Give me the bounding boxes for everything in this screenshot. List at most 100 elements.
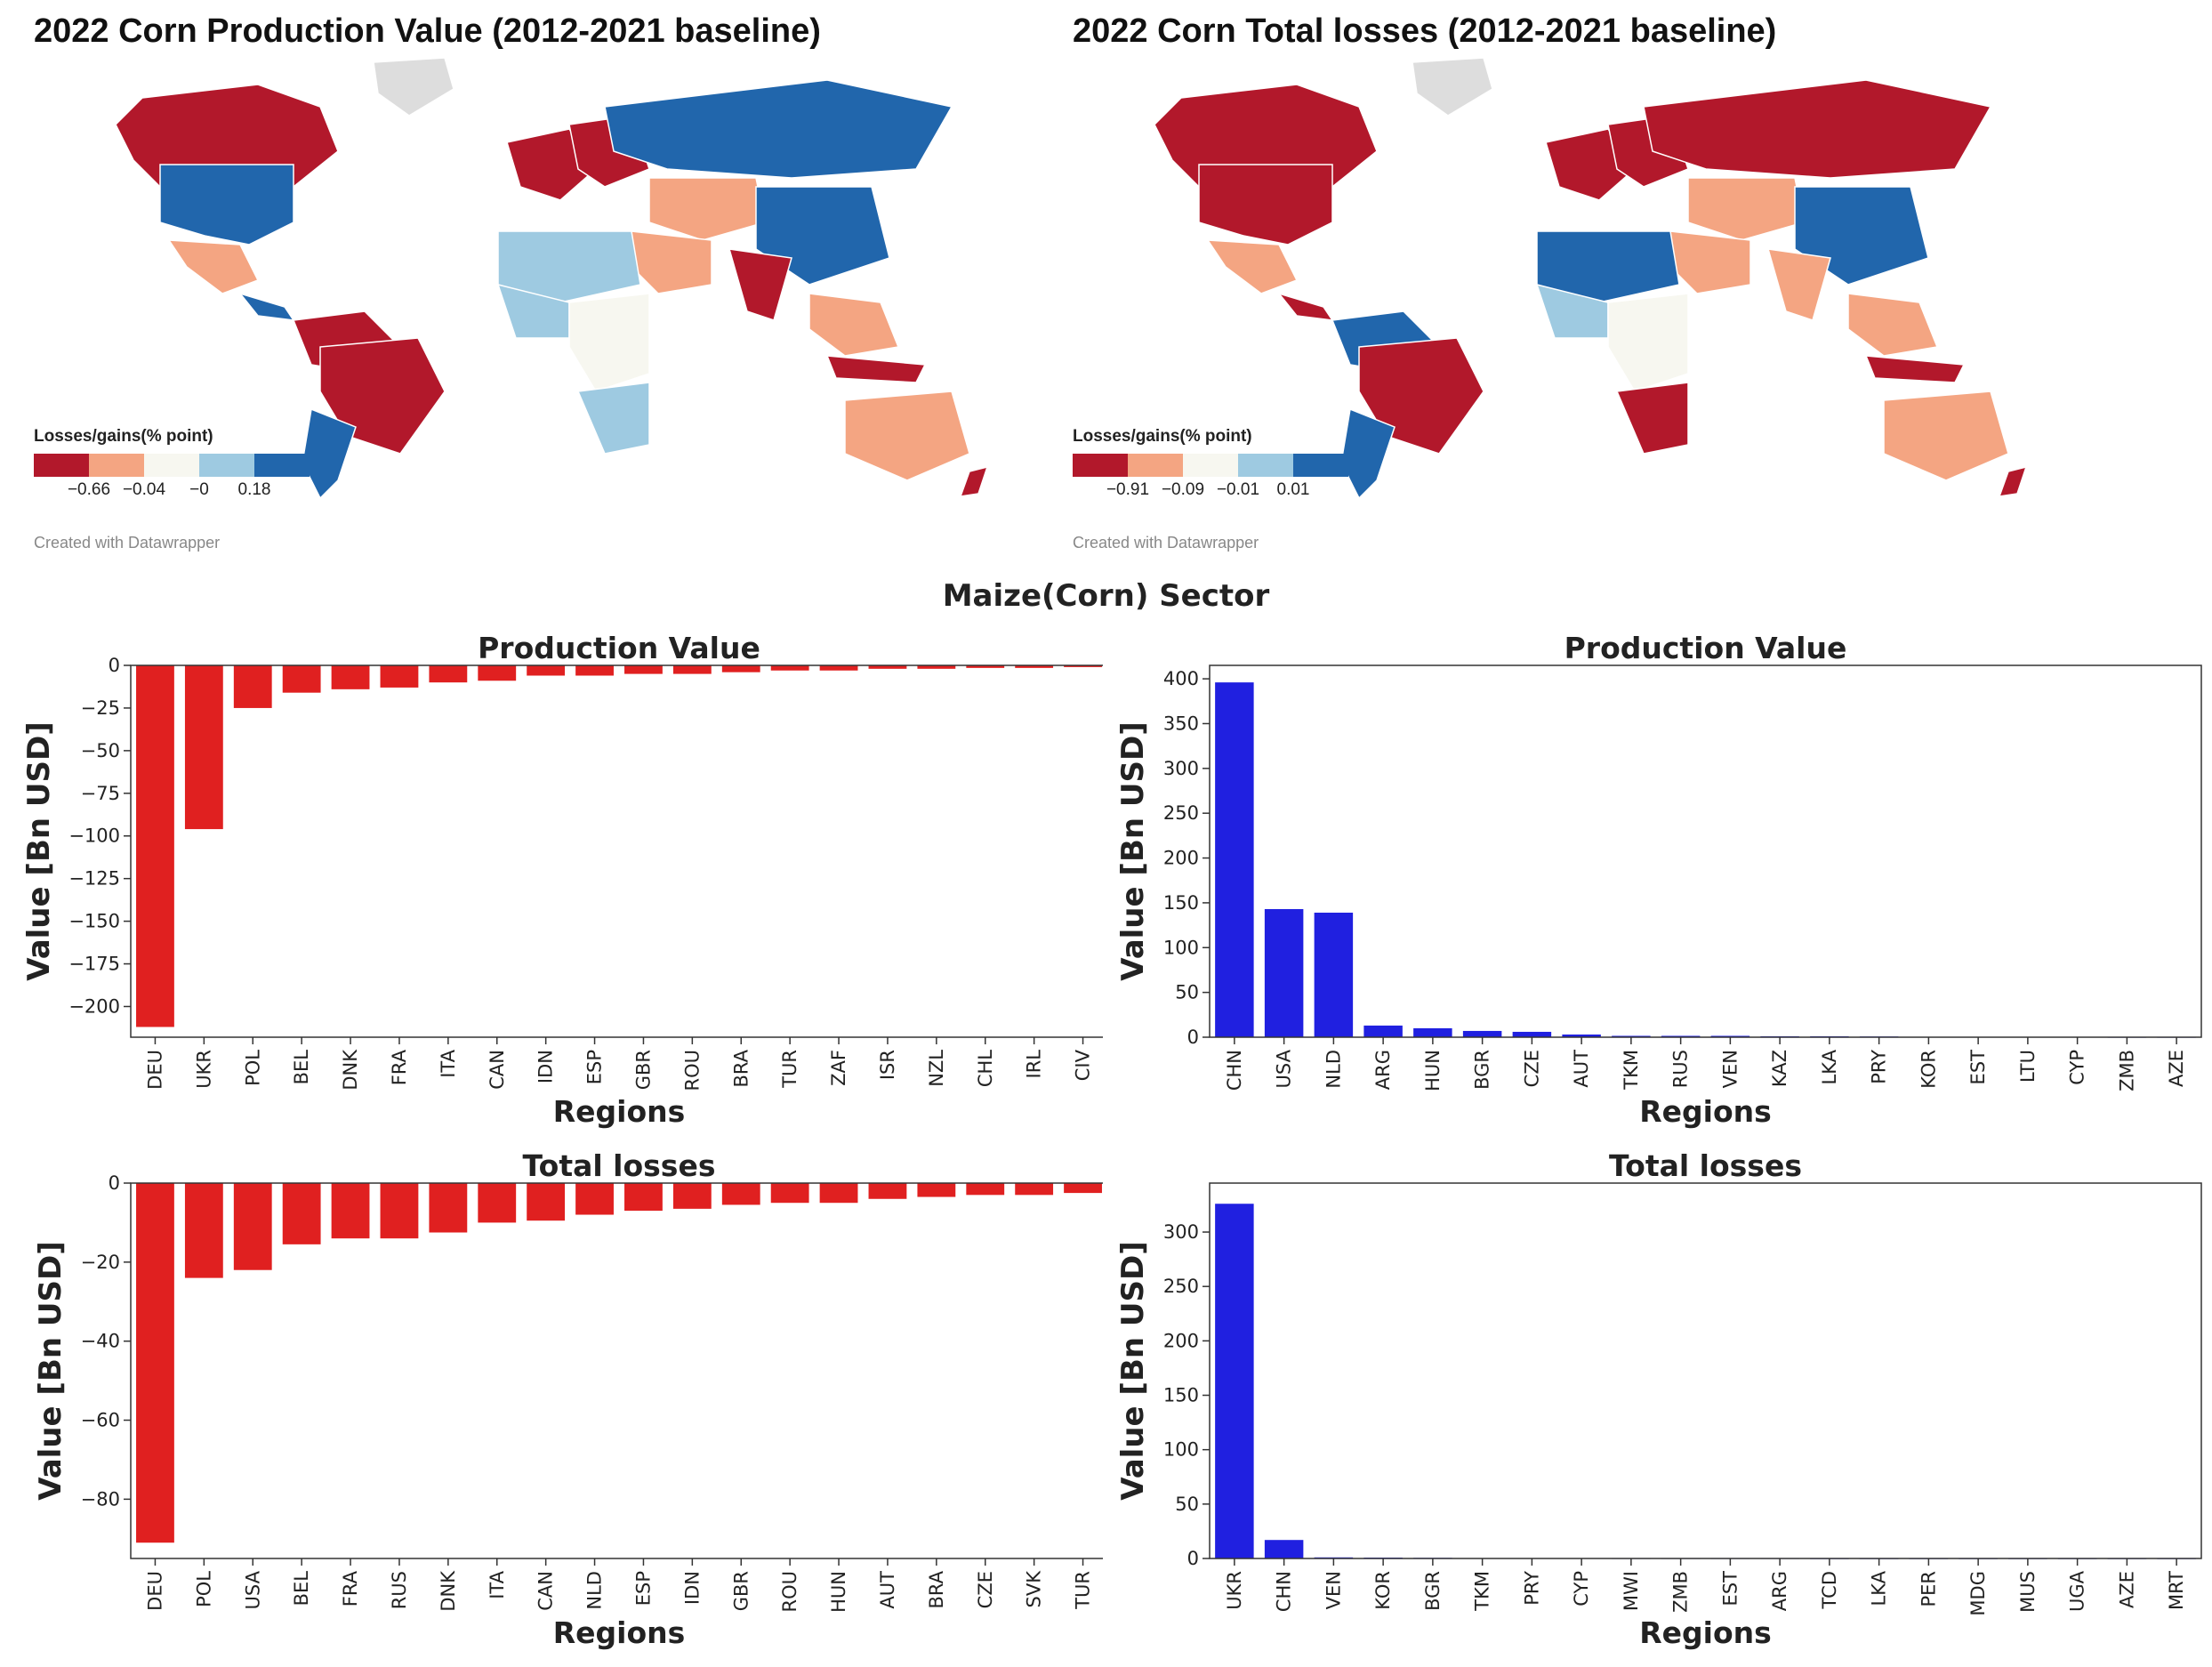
datawrapper-credit: Created with Datawrapper — [1073, 534, 1259, 552]
legend-tick: −0.01 — [1216, 480, 1260, 499]
bar-tur — [1064, 1183, 1102, 1194]
map-region-middle-east — [631, 230, 712, 294]
x-tick-label: DEU — [144, 1571, 165, 1611]
y-axis-label: Value [Bn USD] — [21, 721, 57, 981]
legend-swatch — [1128, 454, 1183, 477]
bar-hun — [819, 1183, 858, 1204]
x-tick-label: AZE — [2116, 1571, 2137, 1608]
x-tick-label: TUR — [1073, 1571, 1094, 1610]
y-axis-label: Value [Bn USD] — [1115, 1241, 1151, 1501]
x-tick-label: CAN — [487, 1050, 508, 1090]
map-title: 2022 Corn Total losses (2012-2021 baseli… — [1073, 12, 1777, 50]
x-tick-label: PRY — [1521, 1571, 1542, 1606]
x-tick-label: NLD — [584, 1571, 606, 1610]
bar-can — [527, 1183, 566, 1221]
bar-nld — [575, 1183, 614, 1215]
map-title: 2022 Corn Production Value (2012-2021 ba… — [34, 12, 821, 50]
map-region-greenland — [1412, 57, 1493, 117]
x-tick-label: ESP — [584, 1050, 606, 1084]
x-tick-label: TCD — [1819, 1571, 1840, 1609]
bar-idn — [527, 665, 566, 676]
bar-esp — [624, 1183, 663, 1212]
y-tick-label: −20 — [81, 1252, 120, 1273]
bar-dnk — [429, 1183, 468, 1233]
map-legend: Losses/gains(% point) −0.91 −0.09 −0.01 … — [1073, 427, 1357, 500]
bar-bra — [721, 665, 760, 672]
legend-tick: −0.09 — [1161, 480, 1205, 499]
map-region-new-zealand — [1998, 466, 2026, 497]
bar-can — [478, 665, 517, 681]
x-tick-label: FRA — [340, 1570, 361, 1607]
x-tick-label: KOR — [1372, 1571, 1394, 1610]
x-tick-label: USA — [242, 1570, 263, 1609]
chart-title: Total losses — [1609, 1148, 1802, 1183]
legend-color-bar — [34, 454, 318, 477]
bar-tur — [770, 665, 809, 671]
map-region-southeast-asia — [808, 293, 900, 357]
y-tick-label: −60 — [81, 1410, 120, 1431]
legend-swatch — [1183, 454, 1238, 477]
legend-tick: −0.91 — [1106, 480, 1150, 499]
x-axis-label: Regions — [553, 1615, 686, 1650]
map-region-russia — [604, 79, 953, 179]
x-tick-label: UKR — [193, 1050, 214, 1089]
chart-title: Production Value — [1564, 631, 1847, 665]
y-tick-label: 150 — [1163, 892, 1199, 914]
x-tick-label: CAN — [535, 1571, 557, 1611]
bar-gbr — [624, 665, 663, 674]
map-region-indonesia — [825, 355, 927, 383]
bar-chl — [966, 665, 1005, 668]
map-region-indonesia — [1864, 355, 1966, 383]
bar-tkm — [1612, 1035, 1651, 1037]
x-tick-label: ARG — [1372, 1050, 1394, 1090]
bar-chart-production-losses: Production Value 0 −25 −50 −75 −100 −125 −150 −1… — [21, 631, 1103, 1129]
map-region-north-africa — [1536, 230, 1680, 303]
y-tick-label: −25 — [81, 697, 120, 719]
x-axis-label: Regions — [1639, 1094, 1772, 1129]
bar-usa — [233, 1183, 272, 1270]
x-tick-label: VEN — [1719, 1050, 1741, 1088]
x-tick-label: KOR — [1918, 1050, 1939, 1089]
legend-swatch — [144, 454, 199, 477]
x-tick-label: HUN — [828, 1571, 849, 1613]
y-tick-label: 100 — [1163, 937, 1199, 958]
y-tick-label: −175 — [68, 954, 120, 975]
legend-tick: −0 — [189, 480, 209, 499]
bar-fra — [380, 665, 419, 688]
bar-rus — [1661, 1035, 1701, 1037]
bar-arg — [1363, 1025, 1403, 1037]
legend-ticks: −0.66 −0.04 −0 0.18 — [34, 477, 318, 500]
y-tick-label: 50 — [1175, 1494, 1199, 1515]
map-region-central-asia — [1687, 177, 1805, 241]
x-tick-label: ROU — [779, 1571, 800, 1613]
map-region-central-america — [237, 292, 295, 321]
x-tick-label: BEL — [291, 1050, 312, 1085]
legend-title: Losses/gains(% point) — [1073, 427, 1252, 446]
legend-ticks: −0.91 −0.09 −0.01 0.01 — [1073, 477, 1357, 500]
map-region-middle-east — [1669, 230, 1751, 294]
choropleth-map — [1154, 57, 2026, 498]
bar-pol — [233, 665, 272, 708]
y-tick-label: 300 — [1163, 758, 1199, 779]
x-tick-label: BRA — [730, 1049, 752, 1087]
sector-title: Maize(Corn) Sector — [942, 578, 1270, 614]
x-tick-label: BEL — [291, 1571, 312, 1607]
x-tick-label: ITA — [487, 1570, 508, 1599]
x-tick-label: ROU — [681, 1050, 703, 1091]
map-region-india — [728, 248, 792, 321]
x-tick-label: USA — [1274, 1049, 1295, 1088]
x-tick-label: RUS — [1670, 1050, 1692, 1088]
legend-swatch — [254, 454, 310, 477]
bar-usa — [1264, 908, 1304, 1037]
y-tick-label: −75 — [81, 783, 120, 804]
bar-rus — [380, 1183, 419, 1239]
x-tick-label: CYP — [1571, 1571, 1592, 1607]
y-tick-label: 350 — [1163, 713, 1199, 734]
plot-frame — [130, 664, 1103, 1038]
x-tick-label: SVK — [1024, 1570, 1045, 1608]
bar-civ — [1064, 665, 1102, 667]
x-axis-label: Regions — [1639, 1615, 1772, 1650]
legend-title: Losses/gains(% point) — [34, 427, 213, 446]
bar-ita — [478, 1183, 517, 1223]
x-tick-label: TUR — [779, 1050, 800, 1089]
